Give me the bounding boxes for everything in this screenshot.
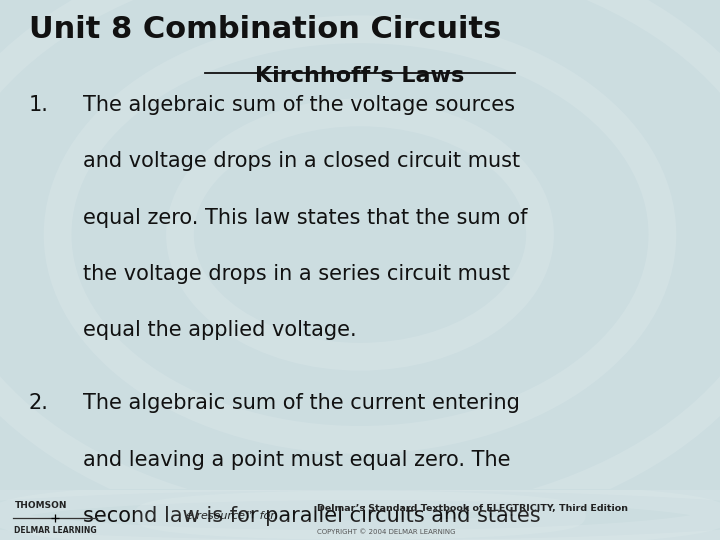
Text: Kirchhoff’s Laws: Kirchhoff’s Laws — [256, 66, 464, 86]
Text: 2.: 2. — [29, 394, 49, 414]
Text: and voltage drops in a closed circuit must: and voltage drops in a closed circuit mu… — [83, 152, 520, 172]
Text: The algebraic sum of the current entering: The algebraic sum of the current enterin… — [83, 394, 520, 414]
Text: the voltage drops in a series circuit must: the voltage drops in a series circuit mu… — [83, 264, 510, 284]
Text: The algebraic sum of the voltage sources: The algebraic sum of the voltage sources — [83, 95, 515, 116]
Text: THOMSON: THOMSON — [14, 501, 67, 510]
Text: 1.: 1. — [29, 95, 49, 116]
Text: DELMAR LEARNING: DELMAR LEARNING — [14, 526, 97, 535]
Text: and leaving a point must equal zero. The: and leaving a point must equal zero. The — [83, 450, 510, 470]
Text: COPYRIGHT © 2004 DELMAR LEARNING: COPYRIGHT © 2004 DELMAR LEARNING — [317, 529, 455, 535]
Text: e.resource™ for: e.resource™ for — [186, 511, 275, 521]
Text: equal zero. This law states that the sum of: equal zero. This law states that the sum… — [83, 208, 527, 228]
Text: second law is for parallel circuits and states: second law is for parallel circuits and … — [83, 506, 541, 526]
Text: Delmar’s Standard Textbook of ELECTRICITY, Third Edition: Delmar’s Standard Textbook of ELECTRICIT… — [317, 504, 628, 513]
Text: equal the applied voltage.: equal the applied voltage. — [83, 320, 356, 340]
Text: Unit 8 Combination Circuits: Unit 8 Combination Circuits — [29, 15, 501, 44]
